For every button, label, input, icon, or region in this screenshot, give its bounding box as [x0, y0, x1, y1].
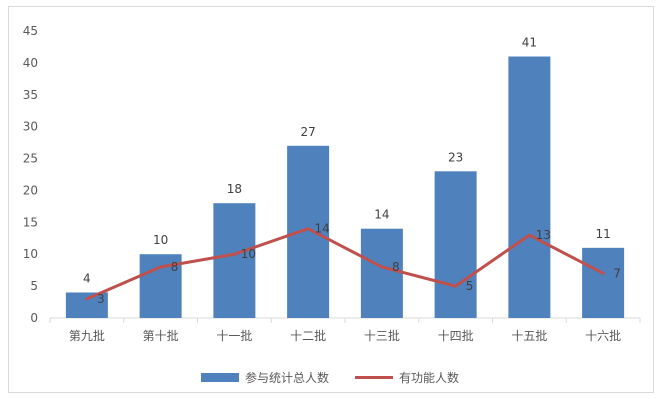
- y-tick-label: 20: [23, 183, 38, 197]
- x-tick-label: 十六批: [585, 328, 621, 343]
- bar-value-label: 23: [448, 150, 463, 164]
- x-tick-label: 十四批: [438, 328, 474, 343]
- bar: [582, 247, 625, 318]
- legend-label-line-series: 有功能人数: [399, 370, 460, 385]
- bar-value-label: 27: [300, 125, 315, 139]
- legend-item-bar-series: 参与统计总人数: [200, 369, 329, 386]
- bar-value-label: 18: [227, 182, 242, 196]
- x-tick-label: 十一批: [216, 328, 252, 343]
- line-value-label: 13: [536, 228, 551, 242]
- legend-item-line-series: 有功能人数: [355, 369, 459, 386]
- bar: [360, 228, 403, 318]
- line-path: [85, 227, 605, 301]
- line-series: [85, 227, 605, 301]
- bar: [508, 56, 551, 319]
- x-tick-label: 第十批: [143, 328, 179, 343]
- x-tick-label: 十五批: [511, 328, 547, 343]
- x-axis: 第九批 第十批 十一批 十二批 十三批 十四批 十五批 十六批: [49, 317, 641, 343]
- bar-value-label: 10: [153, 233, 168, 247]
- legend: 参与统计总人数 有功能人数: [0, 368, 660, 386]
- x-tick-label: 第九批: [69, 328, 105, 343]
- bar-value-label: 41: [522, 36, 537, 50]
- bar: [287, 145, 330, 318]
- y-axis: 0 5 10 15 20 25 30 35 40 45: [23, 24, 38, 325]
- y-tick-label: 15: [23, 215, 38, 229]
- line-value-label: 10: [241, 247, 256, 261]
- bar-value-label: 11: [595, 227, 610, 241]
- line-value-label: 7: [613, 266, 621, 280]
- y-tick-label: 5: [30, 279, 38, 293]
- y-tick-label: 40: [23, 56, 38, 70]
- bar: [434, 171, 477, 318]
- legend-label-bar-series: 参与统计总人数: [244, 370, 329, 385]
- line-value-label: 5: [466, 279, 474, 293]
- bar-value-label: 14: [374, 208, 389, 222]
- bar-series: [65, 56, 625, 319]
- y-tick-label: 10: [23, 247, 38, 261]
- legend-swatch-bar: [200, 372, 239, 382]
- line-value-label: 8: [392, 260, 400, 274]
- line-value-label: 14: [314, 222, 329, 236]
- x-tick-label: 十三批: [364, 328, 400, 343]
- line-value-label: 8: [171, 260, 179, 274]
- legend-swatch-line: [355, 375, 393, 379]
- x-tick-label: 十二批: [290, 328, 326, 343]
- bar: [213, 203, 256, 318]
- bar: [65, 292, 108, 318]
- y-tick-label: 35: [23, 88, 38, 102]
- y-tick-label: 45: [23, 24, 38, 38]
- bar-value-label: 4: [83, 271, 91, 285]
- y-tick-label: 30: [23, 120, 38, 134]
- line-value-label: 3: [97, 292, 105, 306]
- y-tick-label: 0: [30, 311, 38, 325]
- y-tick-label: 25: [23, 152, 38, 166]
